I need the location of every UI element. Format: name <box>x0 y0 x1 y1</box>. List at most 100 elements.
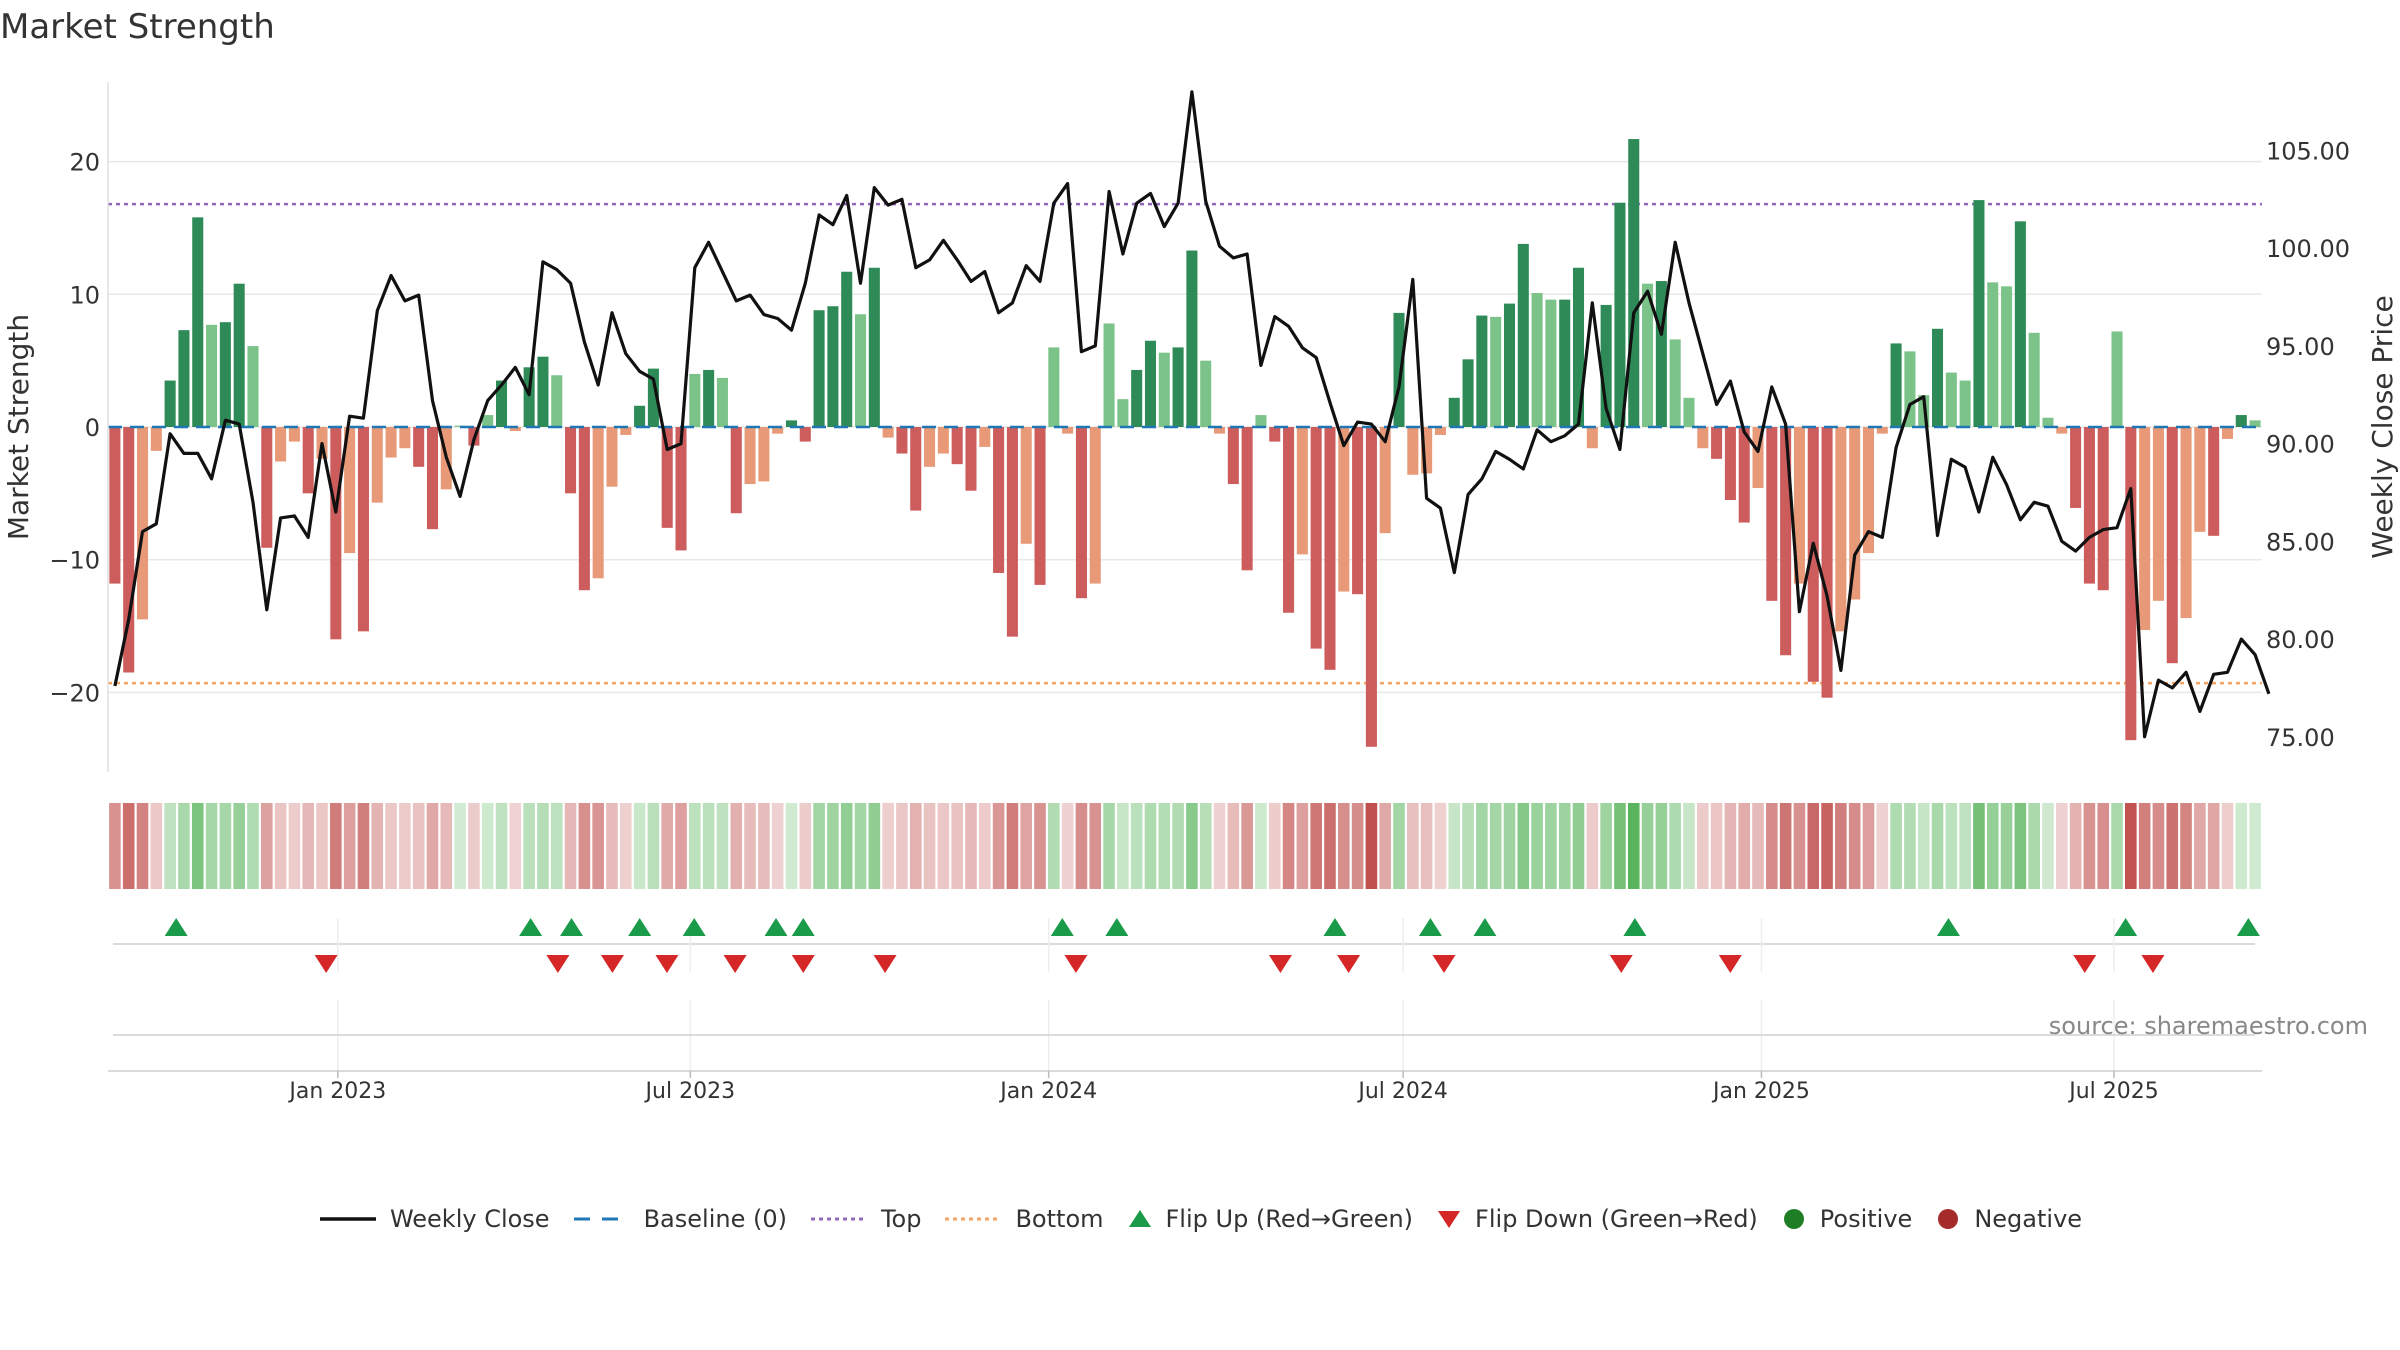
flip-down-marker <box>723 955 747 973</box>
heat-cell <box>1241 803 1253 889</box>
strength-bar <box>109 427 121 584</box>
flip-down-marker <box>2073 955 2097 973</box>
heat-cell <box>2083 803 2096 889</box>
flip-down-marker <box>791 955 815 973</box>
strength-bar <box>1172 347 1184 427</box>
heat-cell <box>2000 803 2013 889</box>
strength-bar <box>606 427 618 487</box>
heat-cell <box>233 803 245 889</box>
strength-bar <box>1862 427 1875 554</box>
y-right-tick-label: 90.00 <box>2266 431 2335 459</box>
strength-bar <box>1393 312 1405 427</box>
heat-cell <box>1517 803 1530 889</box>
x-tick-label: Jan 2025 <box>1711 1079 1810 1104</box>
strength-bar <box>247 346 259 427</box>
strength-bar <box>1945 372 1957 427</box>
flip-up-marker <box>628 918 652 936</box>
strength-bar <box>1075 427 1087 599</box>
heat-cell <box>1117 803 1129 889</box>
heat-cell <box>1006 803 1019 889</box>
heat-cell <box>205 803 218 889</box>
legend-item-circle-pos: Positive <box>1780 1205 1913 1233</box>
strength-bar <box>1959 380 1971 427</box>
flip-down-marker <box>1718 955 1742 973</box>
strength-bar <box>2083 427 2095 584</box>
flip-down-marker <box>546 955 570 973</box>
strength-bar <box>1462 359 1474 427</box>
strength-bar <box>2042 417 2054 427</box>
strength-bar <box>1614 202 1626 427</box>
flip-down-marker <box>1337 955 1361 973</box>
strength-bar <box>1890 343 1902 427</box>
heat-cell <box>1227 803 1240 889</box>
strength-bar <box>357 427 369 632</box>
heat-cell <box>840 803 853 889</box>
heat-cell <box>219 803 232 889</box>
heat-cell <box>1144 803 1157 889</box>
strength-bar <box>1255 415 1267 427</box>
heat-cell <box>1752 803 1764 889</box>
heat-cell <box>1075 803 1088 889</box>
strength-bar <box>1987 282 1999 427</box>
heat-cell <box>2125 803 2137 889</box>
strength-bar <box>2249 420 2261 427</box>
strength-bar <box>1089 427 1101 584</box>
strength-bar <box>1697 427 1709 449</box>
heat-cell <box>730 803 743 889</box>
strength-bar <box>1144 340 1157 427</box>
axes: 20 10 0 −10 −20 105.00 100.00 95.00 90.00 85.00 80… <box>49 82 2350 772</box>
y-left-tick-label: 10 <box>69 281 100 309</box>
flip-up-marker <box>2236 918 2260 936</box>
strength-bar <box>1821 427 1833 698</box>
strength-bar <box>1724 427 1736 500</box>
heat-cell <box>771 803 784 889</box>
heat-cell <box>661 803 674 889</box>
heat-cell <box>2055 803 2068 889</box>
strength-bar <box>675 427 687 551</box>
heat-cell <box>1296 803 1309 889</box>
strength-bar <box>1655 281 1667 427</box>
heat-cell <box>1641 803 1654 889</box>
strength-bar <box>1600 304 1612 427</box>
x-tick-label: Jul 2024 <box>1356 1079 1448 1104</box>
flip-up-marker <box>1936 918 1960 936</box>
strength-bar <box>2235 415 2247 427</box>
x-tick-label: Jul 2023 <box>644 1079 736 1104</box>
legend-label: Flip Up (Red→Green) <box>1165 1205 1414 1233</box>
strength-bar <box>371 427 383 503</box>
heat-cell <box>1393 803 1405 889</box>
heat-cell <box>523 803 535 889</box>
heat-cell <box>1558 803 1571 889</box>
heat-cell <box>330 803 342 889</box>
flip-up-marker <box>791 918 815 936</box>
y-right-tick-label: 75.00 <box>2266 724 2335 752</box>
strength-bar <box>965 427 977 491</box>
heat-cell <box>1876 803 1889 889</box>
legend-label: Positive <box>1819 1205 1913 1233</box>
heat-cell <box>1917 803 1930 889</box>
strength-bar <box>1711 427 1723 459</box>
heat-cell <box>1476 803 1488 889</box>
strength-bar <box>1407 427 1419 475</box>
heat-cell <box>799 803 812 889</box>
strength-bar <box>330 427 342 640</box>
strength-bar <box>2166 427 2178 664</box>
heat-cell <box>606 803 618 889</box>
heat-cell <box>1890 803 1902 889</box>
heat-cell <box>923 803 936 889</box>
y-left-tick-label: −20 <box>49 679 100 707</box>
strength-bar <box>1006 427 1018 637</box>
strength-bars <box>108 139 2262 747</box>
strength-bar <box>578 427 590 591</box>
strength-bar <box>2028 332 2040 427</box>
weekly-close-line-group <box>113 90 2271 739</box>
strength-bar <box>2208 427 2220 536</box>
strength-bar <box>854 314 867 427</box>
strength-bar <box>1752 427 1764 489</box>
heat-cell <box>1973 803 1985 889</box>
heat-cell <box>191 803 204 889</box>
strength-bar <box>620 427 632 435</box>
strength-bar <box>661 427 673 528</box>
strength-bar <box>1931 328 1944 427</box>
